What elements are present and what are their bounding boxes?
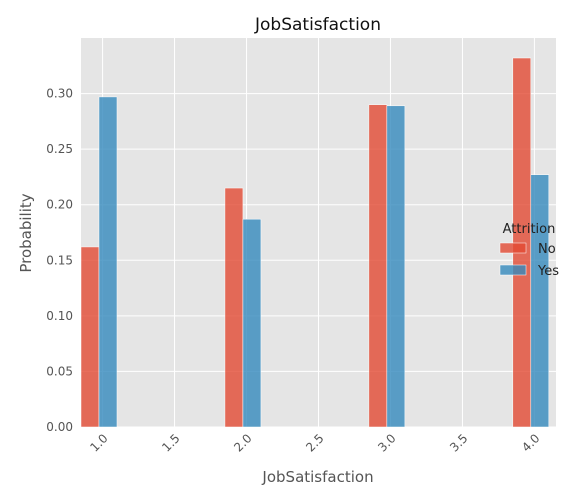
y-tick-label: 0.25: [46, 142, 73, 156]
bar-no-3: [368, 104, 388, 428]
y-axis-label: Probability: [17, 193, 35, 272]
chart-title: JobSatisfaction: [254, 15, 381, 35]
y-tick-label: 0.15: [46, 253, 73, 267]
y-tick-labels: 0.00 0.05 0.10 0.15 0.20 0.25 0.30: [46, 87, 73, 434]
x-tick-label: 1.0: [87, 431, 110, 454]
x-tick-label: 1.5: [159, 431, 182, 454]
bar-no-2: [224, 187, 244, 428]
legend-label-no: No: [538, 242, 556, 257]
x-tick-label: 3.0: [375, 431, 398, 454]
y-tick-label: 0.10: [46, 309, 73, 323]
bar-no-1: [80, 246, 100, 428]
y-tick-label: 0.00: [46, 420, 73, 434]
x-axis-label: JobSatisfaction: [261, 468, 373, 486]
legend-title: Attrition: [503, 222, 556, 237]
legend-swatch-no: [499, 242, 527, 254]
bars: [80, 57, 550, 428]
x-tick-label: 3.5: [447, 431, 470, 454]
x-tick-label: 2.0: [231, 431, 254, 454]
y-tick-label: 0.20: [46, 198, 73, 212]
bar-yes-1: [98, 96, 118, 428]
bar-yes-3: [386, 105, 406, 428]
bar-no-4: [512, 57, 532, 428]
bar-yes-4: [530, 174, 550, 428]
x-tick-labels: 1.0 1.5 2.0 2.5 3.0 3.5 4.0: [87, 431, 542, 454]
x-tick-label: 4.0: [519, 431, 542, 454]
bar-yes-2: [242, 218, 262, 428]
x-tick-label: 2.5: [303, 431, 326, 454]
y-tick-label: 0.05: [46, 364, 73, 378]
y-tick-label: 0.30: [46, 87, 73, 101]
legend: Attrition No Yes: [499, 222, 559, 279]
legend-label-yes: Yes: [537, 264, 559, 279]
legend-swatch-yes: [499, 264, 527, 276]
